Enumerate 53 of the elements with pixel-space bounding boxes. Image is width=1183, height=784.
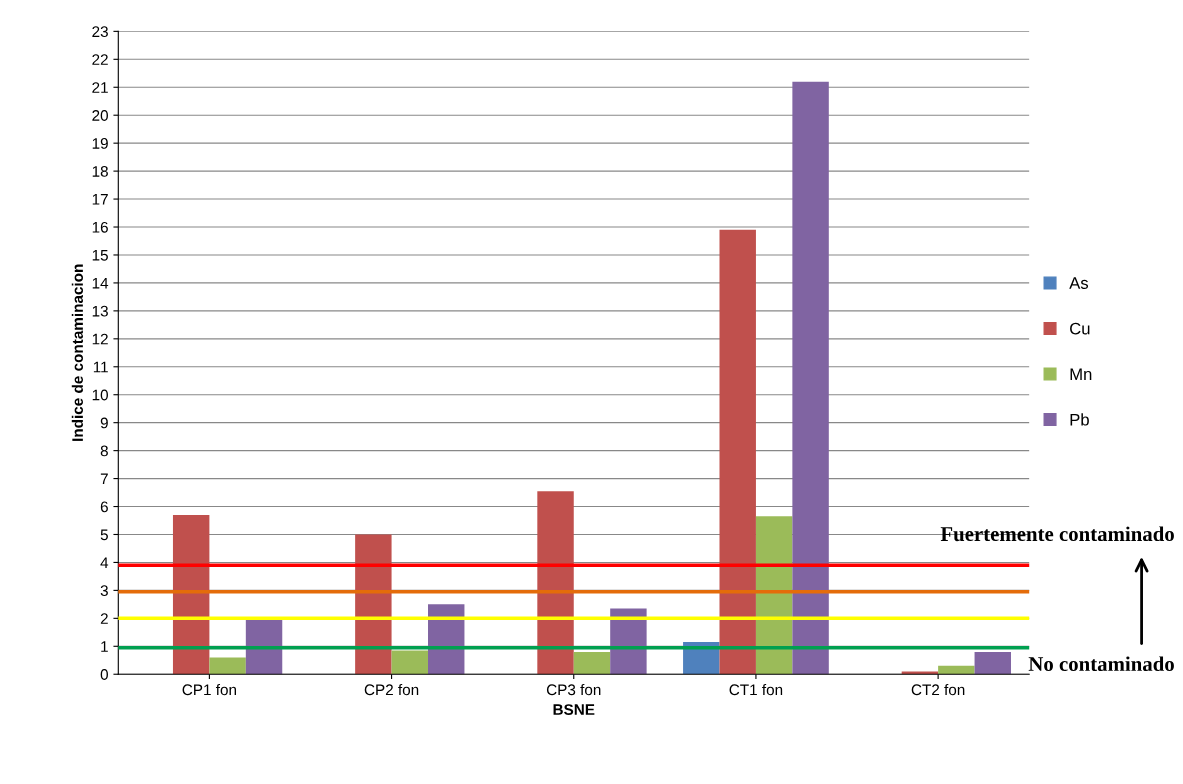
annotation: Fuertemente contaminado (940, 526, 1174, 542)
y-tick-label: 18 (92, 165, 108, 177)
annotation: No contaminado (1028, 656, 1174, 672)
y-tick-label: 16 (92, 221, 108, 233)
x-axis-title: BSNE (553, 704, 595, 715)
y-tick-label: 5 (100, 529, 108, 541)
legend-label: Pb (1070, 413, 1089, 426)
bar (537, 491, 574, 675)
legend-label: As (1069, 277, 1089, 289)
bar (938, 665, 975, 675)
y-axis-title: Indice de contaminacion (71, 264, 84, 441)
y-tick-label: 9 (100, 417, 108, 429)
bar (792, 81, 829, 675)
bar (901, 671, 939, 675)
y-tick-label: 3 (100, 585, 108, 597)
bar (172, 514, 210, 675)
y-tick-label: 8 (100, 445, 108, 457)
y-tick-label: 17 (92, 194, 108, 205)
y-tick-label: 7 (100, 473, 108, 485)
y-tick-label: 12 (92, 333, 108, 345)
bar (755, 516, 793, 675)
bar (683, 642, 720, 675)
legend-label: Cu (1070, 322, 1090, 335)
bar (974, 651, 1011, 675)
y-tick-label: 23 (92, 26, 108, 38)
legend-label: Mn (1070, 368, 1092, 380)
x-tick-label: CP3 fon (546, 683, 601, 696)
bar (245, 619, 283, 675)
y-tick-label: 11 (93, 361, 108, 373)
y-tick-label: 1 (101, 641, 108, 652)
bar (391, 650, 429, 675)
y-tick-label: 21 (92, 82, 108, 93)
y-tick-label: 4 (100, 557, 109, 568)
x-tick-label: CT2 fon (911, 683, 965, 696)
y-tick-label: 13 (92, 305, 108, 317)
bar (610, 608, 647, 675)
y-tick-label: 19 (92, 138, 108, 149)
bar (719, 229, 756, 675)
bar (209, 657, 246, 675)
y-tick-label: 14 (92, 277, 109, 289)
x-tick-label: CT1 fon (729, 683, 783, 696)
y-tick-label: 15 (92, 250, 108, 261)
bar (428, 604, 465, 675)
x-tick-label: CP2 fon (364, 683, 419, 696)
y-tick-label: 0 (100, 669, 108, 680)
y-tick-label: 2 (100, 613, 108, 624)
y-tick-label: 6 (100, 501, 108, 513)
x-tick-label: CP1 fon (182, 683, 236, 696)
bar (573, 651, 611, 675)
y-tick-label: 10 (92, 389, 108, 401)
bar (355, 534, 392, 675)
y-tick-label: 20 (92, 110, 108, 121)
y-tick-label: 22 (92, 54, 108, 65)
